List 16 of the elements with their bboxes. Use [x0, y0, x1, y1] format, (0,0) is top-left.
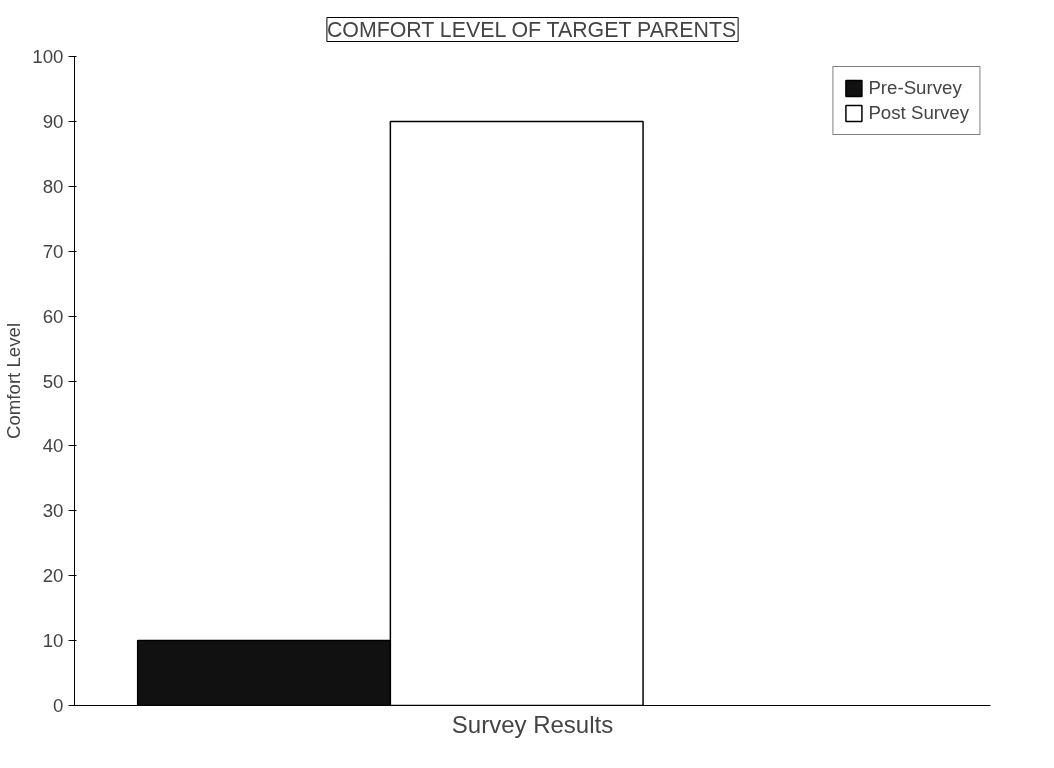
y-tick-label: 50	[42, 370, 64, 392]
y-tick-label: 30	[42, 500, 64, 522]
y-tick-label: 20	[42, 565, 64, 587]
y-tick-label: 70	[42, 240, 64, 262]
legend-label: Post Survey	[868, 102, 969, 124]
y-tick-label: 60	[42, 305, 64, 327]
legend-label: Pre-Survey	[868, 77, 962, 99]
y-tick-label: 0	[53, 695, 64, 716]
y-tick-label: 90	[42, 110, 64, 132]
y-tick-label: 10	[42, 630, 64, 652]
y-tick-label: 80	[42, 175, 64, 197]
y-tick-label: 100	[32, 46, 64, 67]
chart-title: COMFORT LEVEL OF TARGET PARENTS	[326, 17, 737, 42]
y-tick-label: 40	[42, 435, 64, 457]
x-axis-title: Survey Results	[451, 710, 614, 738]
y-axis-title: Comfort Level	[3, 322, 25, 440]
